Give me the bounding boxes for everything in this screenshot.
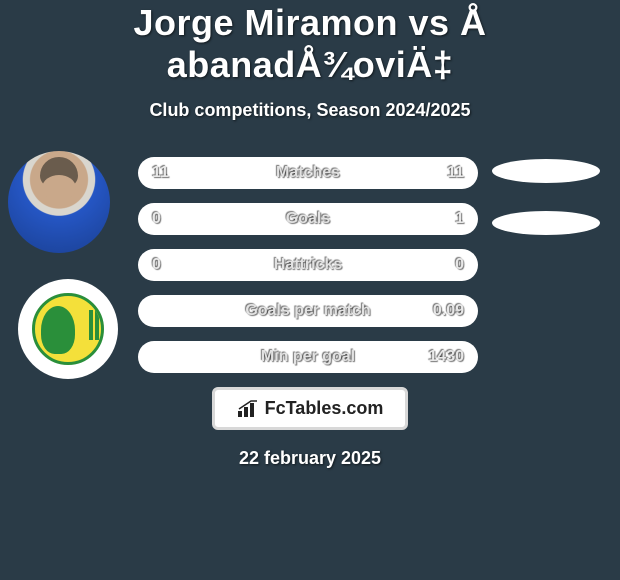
stat-row-hattricks: 0 Hattricks 0 (138, 249, 478, 281)
avatars-column (8, 151, 118, 405)
stat-row-goals: 0 Goals 1 (138, 203, 478, 235)
right-ovals (492, 159, 600, 263)
stat-label: Goals per match (245, 302, 370, 320)
brand-badge[interactable]: FcTables.com (212, 387, 409, 430)
stat-right-value: 1430 (428, 348, 464, 366)
page-title: Jorge Miramon vs Å abanadÅ¾oviÄ‡ (0, 2, 620, 86)
stat-label: Min per goal (261, 348, 355, 366)
stat-label: Goals (286, 210, 330, 228)
brand-text: FcTables.com (265, 398, 384, 419)
stat-label: Matches (276, 164, 340, 182)
stat-left-value: 0 (152, 256, 161, 274)
bar-chart-icon (237, 400, 259, 418)
compare-oval (492, 211, 600, 235)
page-subtitle: Club competitions, Season 2024/2025 (0, 100, 620, 121)
compare-oval (492, 159, 600, 183)
stat-left-value: 0 (152, 210, 161, 228)
footer-date: 22 february 2025 (0, 448, 620, 469)
stat-row-min-per-goal: Min per goal 1430 (138, 341, 478, 373)
stats-list: 11 Matches 11 0 Goals 1 0 Hattricks 0 Go… (138, 157, 478, 373)
stat-right-value: 0.09 (433, 302, 464, 320)
stat-right-value: 1 (455, 210, 464, 228)
main-content: 11 Matches 11 0 Goals 1 0 Hattricks 0 Go… (0, 157, 620, 469)
club-avatar (18, 279, 118, 379)
stat-label: Hattricks (274, 256, 342, 274)
stat-left-value: 11 (152, 164, 169, 182)
stat-right-value: 11 (447, 164, 464, 182)
stat-row-matches: 11 Matches 11 (138, 157, 478, 189)
stat-row-goals-per-match: Goals per match 0.09 (138, 295, 478, 327)
stat-right-value: 0 (455, 256, 464, 274)
player-avatar (8, 151, 110, 253)
club-badge-icon (32, 293, 104, 365)
comparison-card: Jorge Miramon vs Å abanadÅ¾oviÄ‡ Club co… (0, 0, 620, 469)
